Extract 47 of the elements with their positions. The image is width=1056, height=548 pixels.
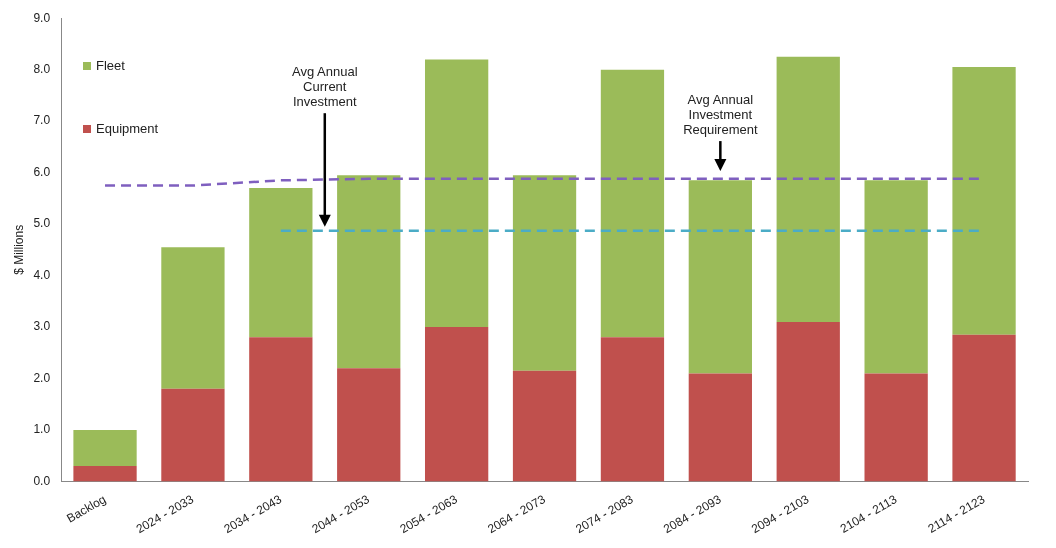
bar [337,175,401,369]
x-tick-label: 2064 - 2073 [485,491,548,537]
bar [337,368,401,482]
bar [600,337,665,482]
bar [688,373,752,482]
legend-label: Equipment [96,121,159,136]
bar [512,175,577,371]
y-tick-label: 2.0 [33,370,51,385]
x-tick-label: 2044 - 2053 [309,491,373,537]
x-tick-label: 2104 - 2113 [837,491,900,536]
x-tick-label: 2034 - 2043 [221,491,285,537]
x-tick-label: 2084 - 2093 [661,491,724,537]
x-tick-label: 2114 - 2123 [925,491,988,536]
bar [600,69,665,338]
bar [952,67,1016,335]
y-tick-label: 0.0 [33,473,51,488]
y-tick-label: 1.0 [33,422,51,437]
y-tick-label: 9.0 [33,10,51,25]
bar [864,180,928,374]
y-tick-label: 3.0 [33,319,51,334]
bar [249,188,313,338]
bar [73,466,137,482]
x-tick-label: 2074 - 2083 [573,491,636,537]
bar [952,334,1016,482]
y-tick-label: 6.0 [33,164,51,179]
bar [776,321,840,482]
bar [425,59,489,328]
x-tick-label: 2024 - 2033 [133,491,197,537]
bar [161,247,225,389]
y-tick-label: 4.0 [33,267,51,282]
x-tick-label: 2094 - 2103 [748,491,812,537]
annotation: Avg Annual Investment Requirement [683,92,758,138]
y-tick-label: 8.0 [33,61,51,76]
annotation: Avg Annual Current Investment [292,64,358,110]
y-tick-label: 7.0 [33,113,51,128]
y-tick-label: 5.0 [33,216,51,231]
y-axis-title: $ Millions [11,224,26,275]
bar [249,337,313,482]
legend-label: Fleet [96,58,125,73]
bar [776,56,840,322]
bar [161,388,225,482]
bar [425,327,489,482]
x-tick-label: 2054 - 2063 [397,491,461,537]
bar [864,373,928,482]
bar [688,180,752,374]
bar [512,370,577,482]
bar [73,430,137,467]
